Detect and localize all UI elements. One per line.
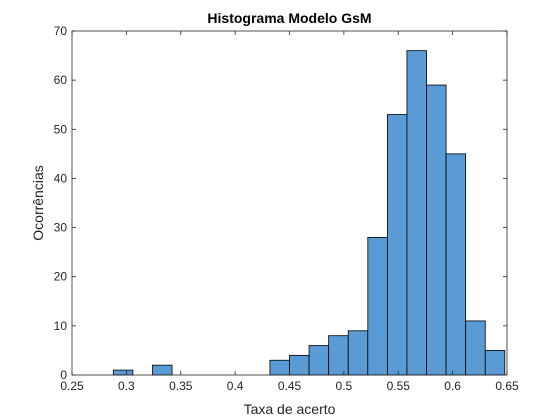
x-tick-label: 0.3 (118, 379, 135, 393)
x-tick-label: 0.55 (387, 379, 411, 393)
histogram-bar (426, 84, 447, 376)
histogram-bar (308, 345, 330, 376)
x-tick-label: 0.5 (336, 379, 353, 393)
histogram-bar (347, 330, 369, 376)
x-axis-label: Taxa de acerto (244, 401, 336, 417)
x-tick-label: 0.25 (60, 379, 84, 393)
histogram-bar (386, 114, 408, 376)
y-tick-label: 20 (54, 270, 68, 284)
x-tick-label: 0.4 (227, 379, 244, 393)
x-tick-label: 0.6 (444, 379, 461, 393)
y-tick-label: 50 (54, 122, 68, 136)
y-tick-label: 30 (54, 221, 68, 235)
histogram-bar (289, 354, 310, 376)
x-tick-label: 0.65 (495, 379, 519, 393)
x-tick-label: 0.35 (169, 379, 193, 393)
chart-title: Histograma Modelo GsM (207, 10, 371, 26)
y-tick-label: 60 (54, 73, 68, 87)
histogram-bar (152, 364, 173, 376)
x-tick-label: 0.45 (278, 379, 302, 393)
y-tick-label: 0 (60, 368, 67, 382)
bars-layer (112, 50, 506, 376)
histogram-bar (367, 236, 388, 376)
histogram-bar (328, 335, 349, 376)
histogram-bar (406, 50, 427, 376)
histogram-bar (112, 369, 134, 376)
y-axis-label: Ocorrências (30, 165, 46, 240)
histogram-bar (445, 153, 467, 376)
histogram-bar (484, 350, 506, 376)
histogram-bar (465, 320, 486, 376)
axes-layer: 0.25 0.3 0.35 0.4 0.45 0.5 0.55 0.6 0.65 0 10 20 30 4… (54, 24, 519, 393)
histogram-bar (269, 359, 290, 376)
y-tick-label: 40 (54, 171, 68, 185)
y-tick-label: 70 (54, 24, 68, 38)
y-tick-label: 10 (54, 319, 68, 333)
